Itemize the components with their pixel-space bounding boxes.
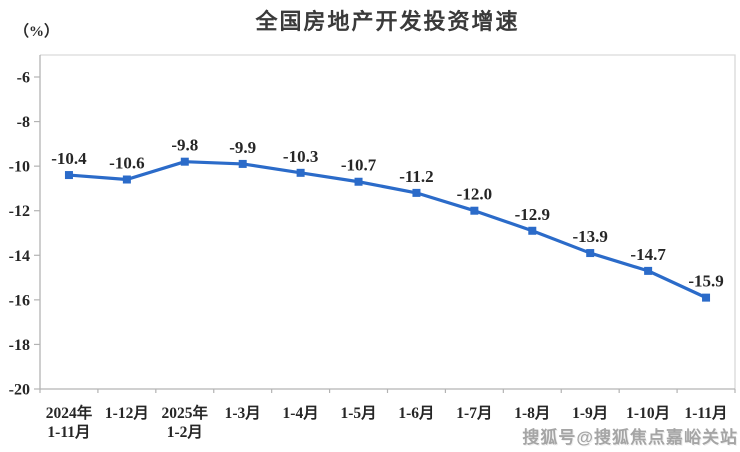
data-point-marker <box>64 171 73 180</box>
data-point-marker <box>296 168 305 177</box>
x-axis-category-label: 1-4月 <box>283 404 319 422</box>
x-axis-category-label: 1-5月 <box>340 404 376 422</box>
data-point-label: -12.9 <box>515 205 550 224</box>
x-axis-category-label: 1-8月 <box>514 404 550 422</box>
data-point-marker <box>122 175 131 184</box>
data-point-label: -10.4 <box>51 149 87 168</box>
data-point-marker <box>586 249 595 258</box>
x-axis-category-label: 2024年 <box>46 403 93 422</box>
data-point-marker <box>470 206 479 215</box>
y-axis-tick-label: -14 <box>9 248 30 265</box>
y-axis-tick-label: -12 <box>9 203 30 220</box>
data-point-marker <box>644 266 653 275</box>
y-axis-tick-label: -10 <box>9 159 30 176</box>
trend-line <box>67 160 708 300</box>
data-point-label: -15.9 <box>688 272 723 291</box>
y-axis-unit-label: （%） <box>14 24 60 40</box>
x-axis-category-label: 1-11月 <box>47 423 90 441</box>
data-point-marker <box>702 293 711 302</box>
x-axis-category-label: 1-2月 <box>167 423 203 441</box>
data-point-marker <box>354 177 363 186</box>
plot-area-border <box>40 54 736 389</box>
data-point-label: -11.2 <box>399 167 433 186</box>
x-axis-category-label: 2025年 <box>162 403 209 422</box>
x-axis-category-label: 1-7月 <box>456 404 492 422</box>
x-axis-category-label: 1-6月 <box>398 404 434 422</box>
x-axis-category-label: 1-11月 <box>685 404 728 422</box>
x-axis-category-label: 1-9月 <box>572 404 608 422</box>
data-point-label: -10.6 <box>109 154 144 173</box>
data-point-label: -9.9 <box>229 138 256 157</box>
x-axis-category-label: 1-10月 <box>626 404 670 422</box>
x-axis-category-label: 1-3月 <box>225 404 261 422</box>
data-point-label: -14.7 <box>630 245 666 264</box>
x-axis-category-label: 1-12月 <box>105 404 149 422</box>
y-axis-tick-label: -18 <box>9 337 30 354</box>
data-point-marker <box>412 188 421 197</box>
data-point-label: -10.3 <box>283 147 318 166</box>
y-axis-tick-label: -6 <box>17 70 30 87</box>
data-point-label: -10.7 <box>341 156 377 175</box>
y-axis-tick-label: -20 <box>9 382 30 399</box>
data-point-label: -9.8 <box>171 136 198 155</box>
data-point-marker <box>180 157 189 166</box>
y-axis-tick-label: -8 <box>17 114 30 131</box>
watermark-text: 搜狐号@搜狐焦点嘉峪关站 <box>522 428 738 447</box>
data-point-label: -12.0 <box>457 185 492 204</box>
chart-title: 全国房地产开发投资增速 <box>255 9 520 34</box>
data-point-marker <box>238 159 247 168</box>
data-point-label: -13.9 <box>572 227 607 246</box>
y-axis-tick-label: -16 <box>9 292 30 309</box>
data-point-marker <box>528 226 537 235</box>
